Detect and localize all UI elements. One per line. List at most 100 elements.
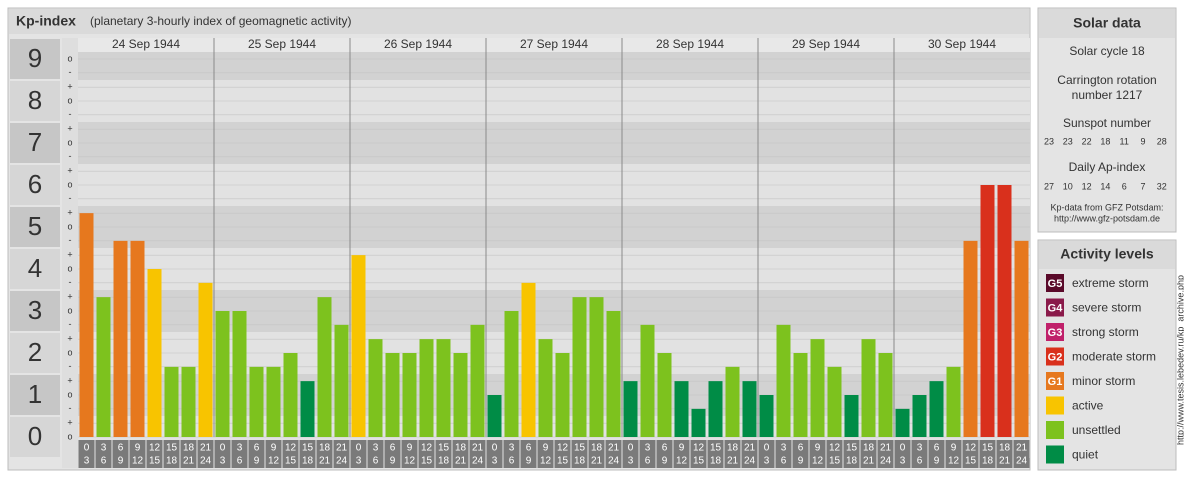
date-label: 25 Sep 1944 (248, 37, 316, 51)
interval-label: 6 (781, 456, 787, 467)
interval-label: 21 (880, 443, 892, 454)
credit: http://www.tesis.lebedev.ru/kp_archive.p… (1175, 275, 1184, 445)
interval-label: 12 (965, 443, 977, 454)
bar (334, 324, 349, 437)
bar (351, 255, 366, 437)
bar (283, 353, 298, 437)
interval-label: 12 (421, 443, 433, 454)
legend-badge: G4 (1048, 302, 1064, 314)
bar (1014, 240, 1029, 437)
minor-tick-label: - (69, 403, 72, 413)
legend-badge: G2 (1048, 351, 1063, 363)
interval-label: 15 (438, 443, 450, 454)
interval-label: 0 (900, 443, 906, 454)
interval-label: 0 (492, 443, 498, 454)
interval-label: 24 (336, 456, 348, 467)
interval-label: 24 (472, 456, 484, 467)
interval-label: 3 (492, 456, 498, 467)
bar (793, 353, 808, 437)
interval-label: 12 (149, 443, 161, 454)
interval-label: 24 (1016, 456, 1028, 467)
chart-subtitle: (planetary 3-hourly index of geomagnetic… (90, 14, 351, 28)
legend-badge: G3 (1048, 327, 1063, 339)
interval-label: 18 (710, 456, 722, 467)
interval-label: 21 (863, 456, 875, 467)
interval-box (452, 440, 469, 468)
bar (912, 395, 927, 437)
interval-box (520, 440, 537, 468)
date-label: 29 Sep 1944 (792, 37, 860, 51)
minor-tick-label: o (67, 221, 72, 231)
bar (759, 395, 774, 437)
interval-label: 12 (268, 456, 280, 467)
bar (300, 381, 315, 437)
interval-label: 21 (727, 456, 739, 467)
interval-box (486, 440, 503, 468)
bar (266, 366, 281, 437)
bar (980, 185, 995, 437)
interval-label: 3 (101, 443, 107, 454)
interval-label: 6 (645, 456, 651, 467)
minor-tick-label: o (67, 347, 72, 357)
interval-box (537, 440, 554, 468)
interval-label: 6 (237, 456, 243, 467)
interval-label: 9 (135, 443, 141, 454)
bar (827, 366, 842, 437)
interval-label: 6 (101, 456, 107, 467)
legend-badge: G1 (1048, 376, 1063, 388)
bar (844, 395, 859, 437)
minor-tick-label: + (67, 376, 72, 386)
interval-label: 18 (438, 456, 450, 467)
interval-label: 15 (710, 443, 722, 454)
interval-box (894, 440, 911, 468)
tick-box (10, 39, 60, 79)
date-label: 24 Sep 1944 (112, 37, 180, 51)
interval-label: 15 (166, 443, 178, 454)
minor-tick-label: + (67, 166, 72, 176)
bar (946, 366, 961, 437)
interval-label: 3 (764, 456, 770, 467)
activity-title-bar (1039, 241, 1175, 269)
interval-label: 0 (628, 443, 634, 454)
ap-value: 12 (1082, 181, 1092, 191)
bar (555, 353, 570, 437)
interval-label: 15 (302, 443, 314, 454)
minor-tick-label: + (67, 250, 72, 260)
bar (487, 395, 502, 437)
minor-tick-label: o (67, 431, 72, 441)
minor-tick-label: o (67, 389, 72, 399)
interval-label: 21 (472, 443, 484, 454)
bar (368, 339, 383, 437)
interval-label: 9 (934, 456, 940, 467)
interval-box (1013, 440, 1030, 468)
date-label: 27 Sep 1944 (520, 37, 588, 51)
tick-box (10, 333, 60, 373)
interval-box (809, 440, 826, 468)
ap-value: 6 (1122, 181, 1127, 191)
bar (317, 297, 332, 437)
bar (708, 381, 723, 437)
interval-box (911, 440, 928, 468)
interval-box (758, 440, 775, 468)
bar (895, 408, 910, 437)
interval-box (350, 440, 367, 468)
interval-label: 21 (1016, 443, 1028, 454)
minor-tick-label: - (69, 277, 72, 287)
interval-label: 15 (846, 443, 858, 454)
bar (742, 381, 757, 437)
interval-label: 12 (557, 443, 569, 454)
interval-box (860, 440, 877, 468)
interval-box (197, 440, 214, 468)
interval-label: 15 (421, 456, 433, 467)
interval-label: 0 (764, 443, 770, 454)
minor-tick-label: o (67, 179, 72, 189)
sunspot-value: 23 (1044, 136, 1054, 146)
interval-label: 18 (574, 456, 586, 467)
sunspot-value: 9 (1140, 136, 1145, 146)
bar (640, 324, 655, 437)
interval-box (622, 440, 639, 468)
interval-label: 15 (965, 456, 977, 467)
y-tick-label: 9 (28, 43, 42, 73)
interval-label: 12 (829, 443, 841, 454)
